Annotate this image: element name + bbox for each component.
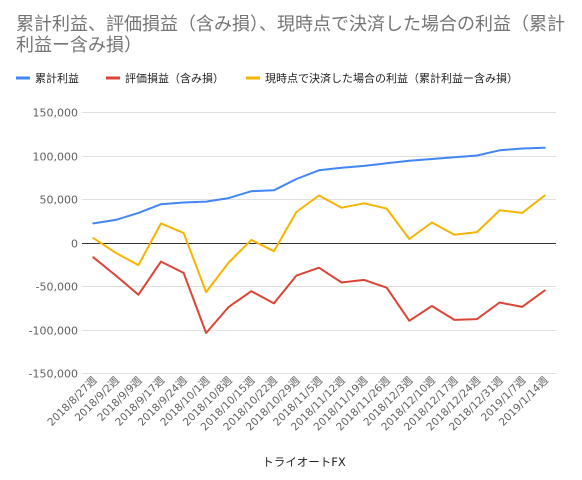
- y-tick-label: -150,000: [29, 368, 78, 381]
- x-axis-label: トライオートFX: [262, 455, 346, 469]
- x-axis-ticks: 2018/8/27週2018/9/2週2018/9/9週2018/9/17週20…: [45, 374, 551, 433]
- legend-label-1: 累計利益: [35, 71, 79, 85]
- y-axis-ticks: 150,000 100,000 50,000 0 -50,000 -100,000 -150…: [29, 107, 78, 381]
- y-tick-label: 100,000: [33, 151, 79, 164]
- y-tick-label: -100,000: [29, 325, 78, 338]
- series-line-2: [92, 256, 546, 334]
- legend-label-2: 評価損益（含み損）: [125, 71, 224, 85]
- y-tick-label: 50,000: [40, 194, 79, 207]
- series-lines: [92, 146, 546, 334]
- chart-title: 累計利益、評価損益（含み損）、現時点で決済した場合の利益（累計利益ー含み損）: [16, 14, 565, 56]
- gridlines: [82, 112, 556, 374]
- series-line-1: [92, 146, 546, 225]
- y-tick-label: 150,000: [33, 107, 79, 120]
- legend-label-3: 現時点で決済した場合の利益（累計利益ー含み損）: [265, 71, 518, 85]
- y-tick-label: -50,000: [36, 281, 78, 294]
- legend: 累計利益 評価損益（含み損） 現時点で決済した場合の利益（累計利益ー含み損）: [16, 71, 518, 85]
- y-tick-label: 0: [71, 238, 78, 251]
- series-line-3: [92, 194, 546, 294]
